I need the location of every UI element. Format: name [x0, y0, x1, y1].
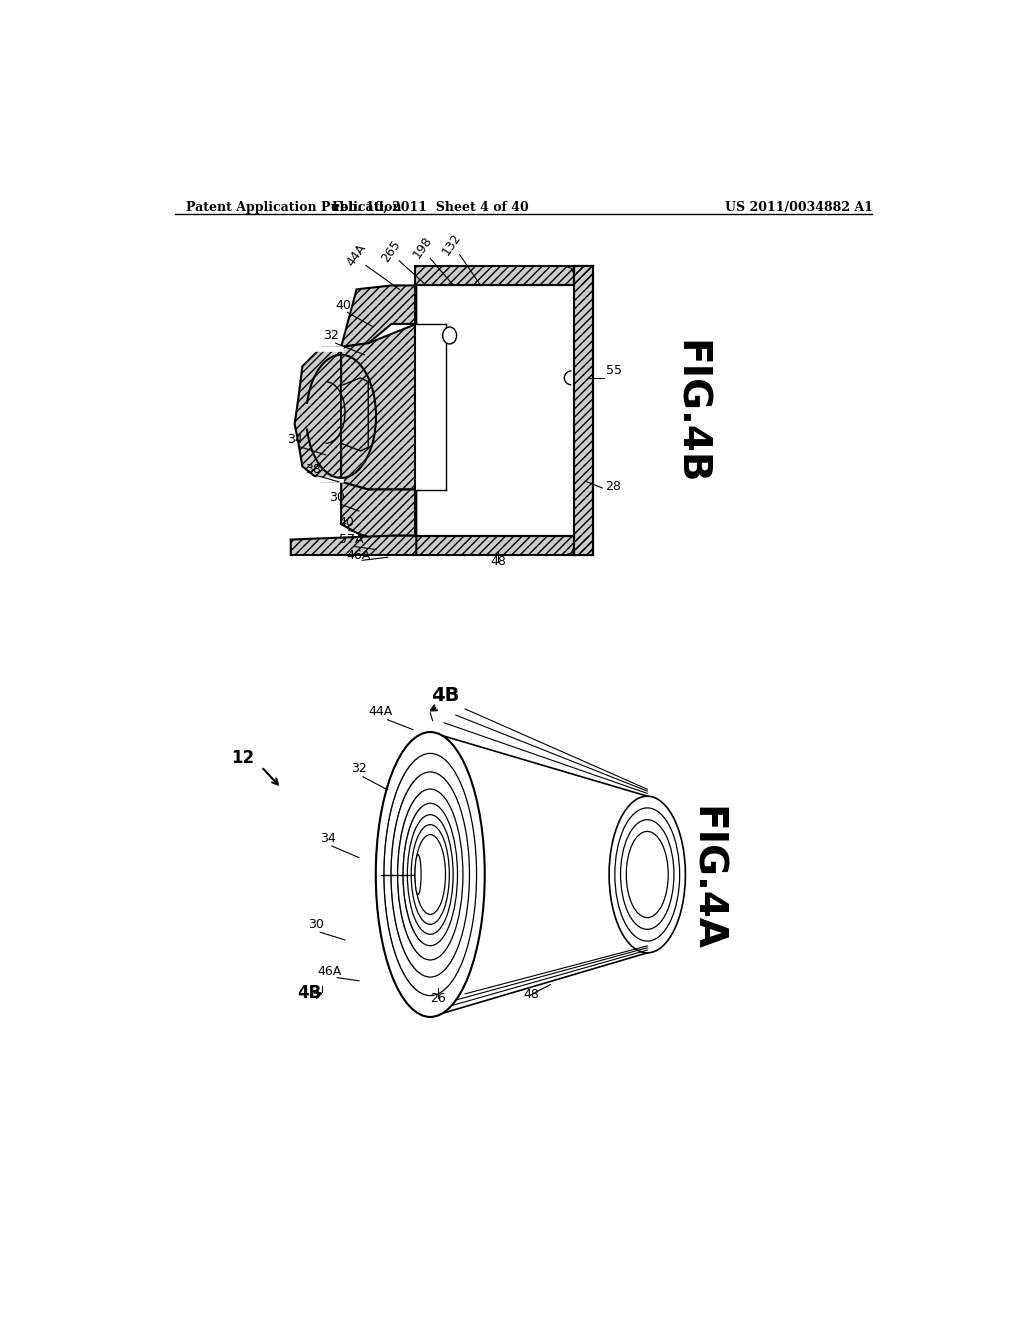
- Text: US 2011/0034882 A1: US 2011/0034882 A1: [725, 201, 872, 214]
- Text: 46A: 46A: [317, 965, 342, 978]
- Text: 32: 32: [351, 762, 367, 775]
- Ellipse shape: [415, 854, 421, 895]
- Text: 44A: 44A: [344, 242, 369, 268]
- Polygon shape: [341, 482, 417, 544]
- Text: 132: 132: [440, 231, 464, 257]
- Text: 44A: 44A: [369, 705, 392, 718]
- Text: 48: 48: [490, 554, 507, 568]
- Text: 265: 265: [379, 238, 403, 264]
- Text: 26: 26: [430, 991, 445, 1005]
- Text: FIG.4A: FIG.4A: [686, 805, 724, 950]
- Bar: [415, 267, 593, 285]
- Text: 4B: 4B: [297, 983, 322, 1002]
- Text: Patent Application Publication: Patent Application Publication: [186, 201, 401, 214]
- Ellipse shape: [609, 796, 685, 953]
- Ellipse shape: [442, 327, 457, 345]
- Text: 57A: 57A: [339, 533, 364, 546]
- Text: 32: 32: [324, 330, 339, 342]
- Polygon shape: [291, 536, 417, 554]
- Text: 12: 12: [231, 748, 254, 767]
- Polygon shape: [295, 347, 341, 482]
- Text: 38: 38: [305, 462, 321, 475]
- Text: Feb. 10, 2011  Sheet 4 of 40: Feb. 10, 2011 Sheet 4 of 40: [332, 201, 528, 214]
- Text: 46A: 46A: [346, 549, 371, 562]
- Text: 34: 34: [321, 832, 336, 845]
- Text: 48: 48: [523, 987, 539, 1001]
- Text: 30: 30: [308, 919, 324, 932]
- Text: 30: 30: [330, 491, 345, 504]
- Bar: [415, 323, 445, 490]
- Bar: [573, 267, 593, 554]
- Bar: [415, 285, 573, 536]
- Text: 40: 40: [339, 516, 354, 529]
- Bar: [573, 267, 593, 554]
- Text: 198: 198: [411, 234, 434, 260]
- Text: FIG.4B: FIG.4B: [671, 341, 709, 484]
- Polygon shape: [341, 285, 417, 347]
- Polygon shape: [341, 378, 369, 451]
- Text: 55: 55: [606, 364, 623, 378]
- Bar: [415, 536, 593, 554]
- Ellipse shape: [376, 733, 484, 1016]
- Bar: [415, 536, 593, 554]
- Text: 4B: 4B: [431, 686, 460, 705]
- Text: 28: 28: [604, 479, 621, 492]
- Polygon shape: [341, 323, 417, 490]
- Text: 40: 40: [336, 298, 351, 312]
- Text: 34: 34: [287, 433, 303, 446]
- Bar: [415, 267, 593, 285]
